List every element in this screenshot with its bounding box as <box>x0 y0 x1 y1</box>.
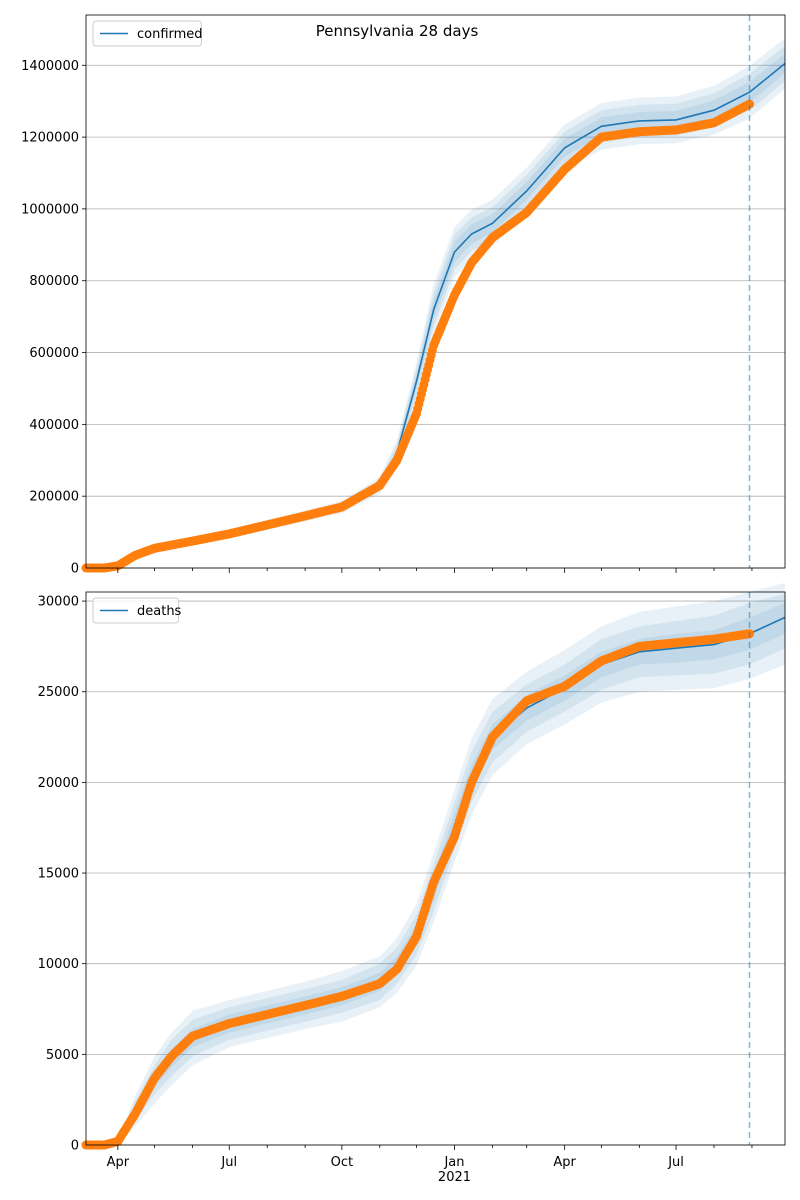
axes-frame <box>85 591 786 1146</box>
uncertainty-band <box>86 582 785 1145</box>
y-tick-label: 200000 <box>29 490 79 505</box>
y-tick-label: 30000 <box>38 595 79 610</box>
y-tick-label: 400000 <box>29 418 79 433</box>
y-tick-label: 20000 <box>38 776 79 791</box>
x-tick-label: Oct <box>331 1155 353 1170</box>
legend-box <box>92 20 202 47</box>
x-tick-label: Jul <box>220 1155 237 1170</box>
legend: confirmed <box>92 20 203 47</box>
x-tick-label: Apr <box>107 1155 130 1170</box>
observed-series <box>81 99 754 573</box>
y-tick-label: 10000 <box>38 957 79 972</box>
axes-frame <box>85 14 786 569</box>
observed-series <box>81 629 754 1150</box>
y-tick-label: 0 <box>71 1139 79 1154</box>
confirmed-panel: 0 200000 400000 600000 800000 1000000 1200000 1… <box>21 14 786 577</box>
x-tick-label: 2021 <box>438 1170 471 1185</box>
y-tick-label: 1200000 <box>21 131 79 146</box>
y-tick-label: 0 <box>71 562 79 577</box>
y-tick-label: 25000 <box>38 685 79 700</box>
y-tick-label: 5000 <box>46 1048 79 1063</box>
x-tick-label: Apr <box>553 1155 576 1170</box>
y-tick-label: 15000 <box>38 867 79 882</box>
uncertainty-band <box>86 45 785 568</box>
legend-label: confirmed <box>137 27 203 42</box>
deaths-panel: 0 5000 10000 15000 20000 25000 30000 Apr Jul Oct J… <box>38 582 786 1185</box>
legend: deaths <box>92 597 182 624</box>
legend-box <box>92 597 180 624</box>
x-tick-label: Jan <box>443 1155 464 1170</box>
y-tick-label: 1000000 <box>21 202 79 217</box>
figure-title: Pennsylvania 28 days <box>316 22 479 40</box>
y-tick-label: 800000 <box>29 274 79 289</box>
legend-label: deaths <box>137 604 182 619</box>
x-tick-label: Jul <box>667 1155 684 1170</box>
y-tick-label: 1400000 <box>21 59 79 74</box>
y-tick-label: 600000 <box>29 346 79 361</box>
observed-point <box>745 99 754 109</box>
uncertainty-band <box>86 53 785 569</box>
